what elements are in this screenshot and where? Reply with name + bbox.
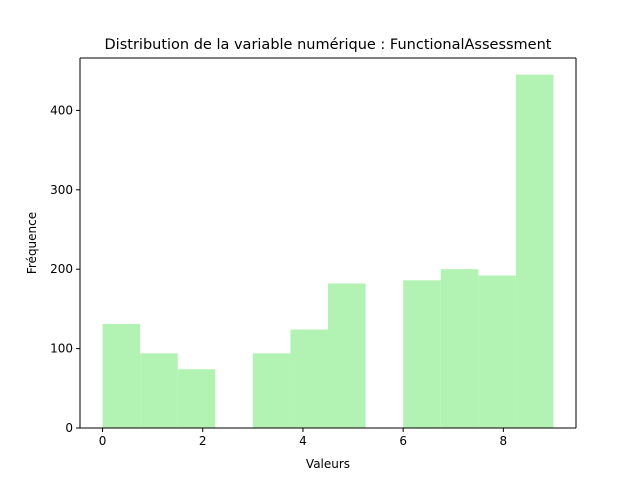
histogram-bar-2 xyxy=(177,369,216,428)
y-tick-label: 200 xyxy=(50,262,73,276)
histogram-bar-0 xyxy=(102,323,141,428)
histogram-bar-10 xyxy=(478,275,516,428)
histogram-bar-4 xyxy=(252,353,291,428)
y-tick-label: 400 xyxy=(50,103,73,117)
x-tick-label: 0 xyxy=(99,434,107,448)
histogram-bar-5 xyxy=(290,329,328,428)
histogram-bar-8 xyxy=(403,280,441,428)
histogram-bar-1 xyxy=(140,353,178,428)
y-ticks-group: 0 100 200 300 400 xyxy=(50,103,80,435)
y-tick-label: 0 xyxy=(65,421,73,435)
y-tick-label: 300 xyxy=(50,183,73,197)
y-axis-label: Fréquence xyxy=(25,212,39,274)
chart-title: Distribution de la variable numérique : … xyxy=(105,37,552,53)
x-tick-label: 8 xyxy=(500,434,508,448)
histogram-bar-11 xyxy=(515,74,554,428)
y-tick-label: 100 xyxy=(50,342,73,356)
x-axis-label: Valeurs xyxy=(306,457,350,471)
histogram-bar-9 xyxy=(440,269,479,428)
x-ticks-group: 0 2 4 6 8 xyxy=(99,428,507,448)
histogram-bar-6 xyxy=(328,283,366,428)
axes-frame xyxy=(79,57,577,429)
x-tick-label: 6 xyxy=(399,434,407,448)
bars-group xyxy=(102,74,554,428)
x-tick-label: 4 xyxy=(299,434,307,448)
x-tick-label: 2 xyxy=(199,434,207,448)
